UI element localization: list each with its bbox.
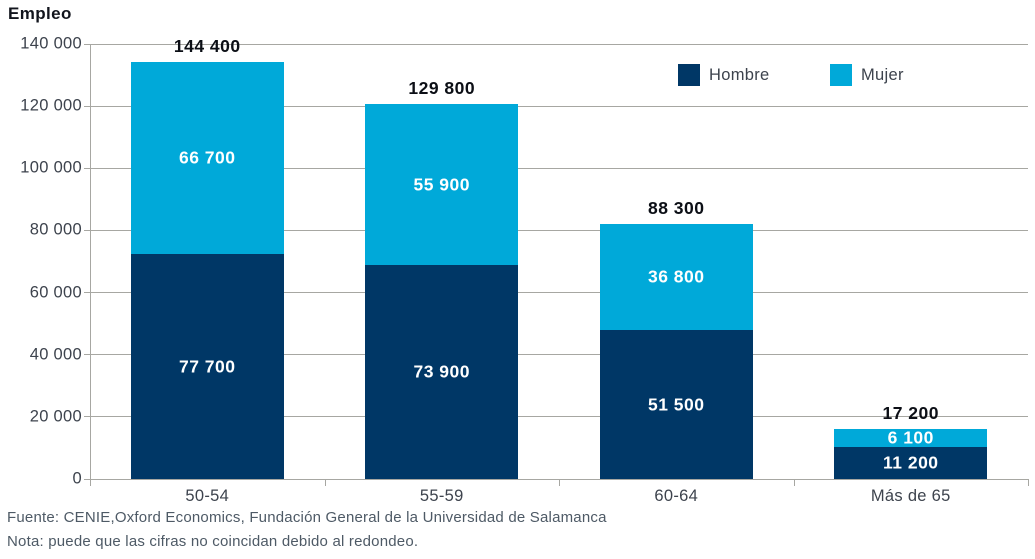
x-axis-label: 55-59 — [419, 487, 464, 505]
x-axis-label: 60-64 — [654, 487, 699, 505]
y-axis-tick — [84, 354, 90, 356]
bar-value-label-mujer: 55 900 — [413, 174, 471, 195]
bar-value-label-hombre: 77 700 — [178, 356, 236, 377]
gridline — [90, 354, 1028, 356]
x-axis-label: 50-54 — [185, 487, 230, 505]
legend-swatch-hombre — [678, 64, 700, 86]
y-axis-tick-label: 40 000 — [29, 345, 82, 364]
legend-item-hombre: Hombre — [678, 64, 770, 86]
bar-value-label-mujer: 66 700 — [178, 147, 236, 168]
y-axis-tick-label: 80 000 — [29, 220, 82, 239]
y-axis-line — [90, 44, 91, 479]
gridline — [90, 229, 1028, 231]
x-axis-tick — [90, 479, 91, 486]
bar-value-label-hombre: 11 200 — [882, 452, 939, 473]
bar-segment-hombre — [834, 446, 988, 479]
y-axis-tick-label: 120 000 — [20, 96, 82, 115]
source-note: Fuente: CENIE,Oxford Economics, Fundació… — [7, 509, 607, 526]
bar-value-label-mujer: 6 100 — [887, 427, 934, 448]
bar-value-label-mujer: 36 800 — [647, 266, 705, 287]
bar-segment-mujer — [599, 223, 753, 331]
bar-value-label-hombre: 51 500 — [647, 394, 705, 415]
gridline — [90, 43, 1028, 45]
x-axis-label: Más de 65 — [870, 487, 951, 505]
y-axis-tick — [84, 229, 90, 231]
bar-segment-hombre — [130, 254, 284, 479]
y-axis-tick — [84, 292, 90, 294]
bar-segment-mujer — [130, 61, 284, 255]
x-axis-tick — [324, 479, 326, 486]
y-axis-tick-label: 140 000 — [20, 34, 82, 53]
rounding-note: Nota: puede que las cifras no coincidan … — [7, 533, 419, 550]
y-axis-tick-label: 20 000 — [29, 407, 82, 426]
bar-total-label: 129 800 — [408, 77, 476, 98]
x-axis-tick — [559, 479, 560, 486]
y-axis-tick — [84, 416, 90, 418]
bar-segment-hombre — [365, 265, 519, 479]
y-axis-tick — [84, 43, 90, 45]
gridline — [90, 105, 1028, 107]
bar-total-label: 88 300 — [647, 197, 705, 218]
bar-segment-mujer — [365, 103, 519, 266]
y-axis-tick — [84, 167, 90, 169]
gridline — [90, 292, 1028, 294]
x-axis-tick — [793, 479, 795, 486]
y-axis-tick — [84, 105, 90, 107]
gridline — [90, 416, 1028, 418]
bar-segment-hombre — [599, 330, 753, 479]
y-axis-tick-label: 60 000 — [29, 283, 82, 302]
y-axis-tick — [84, 478, 90, 480]
bar-total-label: 144 400 — [173, 35, 241, 56]
legend-label-hombre: Hombre — [709, 65, 770, 84]
y-axis-tick-label: 100 000 — [20, 158, 82, 177]
y-axis-title: Empleo — [8, 4, 72, 23]
legend-label-mujer: Mujer — [861, 65, 904, 84]
bar-total-label: 17 200 — [882, 402, 940, 423]
legend-item-mujer: Mujer — [830, 64, 904, 86]
gridline — [90, 167, 1028, 169]
bar-value-label-hombre: 73 900 — [413, 361, 471, 382]
legend-swatch-mujer — [830, 64, 852, 86]
bar-segment-mujer — [834, 428, 988, 447]
y-axis-tick-label: 0 — [72, 469, 82, 488]
x-axis-tick — [1028, 479, 1029, 486]
